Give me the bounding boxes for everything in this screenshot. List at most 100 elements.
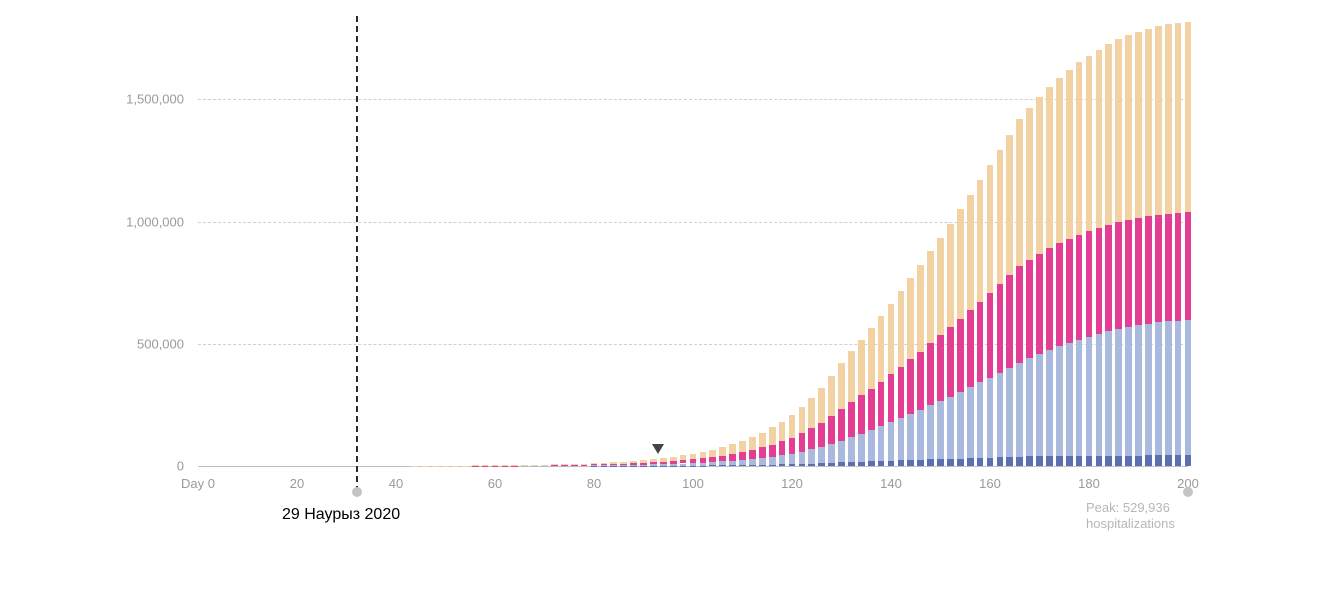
bar — [1066, 26, 1073, 466]
bar-segment-s2_pink — [1086, 231, 1093, 336]
bar-segment-s2_pink — [789, 438, 796, 454]
bar — [1026, 26, 1033, 466]
bar-segment-s3_lightblue — [1125, 327, 1132, 456]
bar-segment-s3_lightblue — [1105, 331, 1112, 455]
bar-segment-s2_pink — [927, 343, 934, 405]
bar — [917, 26, 924, 466]
bar-segment-s2_pink — [630, 463, 637, 465]
bar-segment-s1_tan — [1155, 26, 1162, 214]
bar-segment-s1_tan — [541, 465, 548, 466]
bar-segment-s2_pink — [1185, 212, 1192, 320]
bar-segment-s3_lightblue — [1096, 334, 1103, 456]
bar-segment-s1_tan — [660, 458, 667, 462]
bar — [957, 26, 964, 466]
bar — [759, 26, 766, 466]
bar-segment-s2_pink — [709, 457, 716, 462]
bar-segment-s1_tan — [700, 452, 707, 458]
bar-segment-s3_lightblue — [818, 447, 825, 463]
x-tick-label: 120 — [781, 466, 803, 491]
bar-segment-s1_tan — [1105, 44, 1112, 225]
bar-segment-s3_lightblue — [749, 459, 756, 465]
bar — [393, 26, 400, 466]
bar — [1125, 26, 1132, 466]
bar — [729, 26, 736, 466]
x-tick-label: 160 — [979, 466, 1001, 491]
bar — [1056, 26, 1063, 466]
bar-segment-s1_tan — [858, 340, 865, 395]
reference-vline-end-dot — [352, 487, 362, 497]
bar-segment-s1_tan — [898, 291, 905, 367]
bar-segment-s3_lightblue — [878, 426, 885, 461]
bar-segment-s1_tan — [1145, 29, 1152, 216]
bar-segment-s4_darkblue — [888, 461, 895, 466]
bar-segment-s4_darkblue — [917, 460, 924, 466]
bar-segment-s4_darkblue — [739, 465, 746, 466]
bar — [987, 26, 994, 466]
bar-segment-s4_darkblue — [818, 463, 825, 466]
bar-segment-s1_tan — [977, 180, 984, 301]
bar-segment-s2_pink — [868, 389, 875, 431]
bar-segment-s1_tan — [1165, 24, 1172, 213]
bar-segment-s3_lightblue — [640, 465, 647, 466]
bar-segment-s1_tan — [779, 422, 786, 442]
bar-segment-s2_pink — [1165, 214, 1172, 322]
bar-segment-s1_tan — [601, 463, 608, 464]
bar — [818, 26, 825, 466]
bar — [511, 26, 518, 466]
bar-segment-s3_lightblue — [907, 414, 914, 460]
bar-segment-s3_lightblue — [591, 465, 598, 466]
bar-segment-s4_darkblue — [1026, 456, 1033, 466]
bar — [1096, 26, 1103, 466]
bar-segment-s3_lightblue — [987, 378, 994, 458]
bar-segment-s2_pink — [551, 465, 558, 466]
bar-segment-s2_pink — [858, 395, 865, 433]
bar-segment-s4_darkblue — [937, 459, 944, 466]
bar-segment-s3_lightblue — [808, 449, 815, 463]
bar-segment-s3_lightblue — [650, 464, 657, 465]
bar — [541, 26, 548, 466]
bar-segment-s3_lightblue — [957, 392, 964, 459]
bar-segment-s1_tan — [789, 415, 796, 438]
bar-segment-s3_lightblue — [967, 387, 974, 458]
bar-segment-s4_darkblue — [898, 460, 905, 466]
bar-segment-s4_darkblue — [1086, 456, 1093, 466]
bar-segment-s2_pink — [690, 459, 697, 463]
bar-segment-s1_tan — [591, 463, 598, 464]
bar-segment-s2_pink — [680, 460, 687, 463]
bar-segment-s2_pink — [917, 352, 924, 410]
bar — [799, 26, 806, 466]
bar-segment-s4_darkblue — [1145, 455, 1152, 466]
bar — [690, 26, 697, 466]
bar-segment-s3_lightblue — [1046, 350, 1053, 456]
bar-segment-s2_pink — [759, 447, 766, 457]
bar-segment-s2_pink — [1016, 266, 1023, 362]
bar-segment-s2_pink — [601, 464, 608, 465]
bar-segment-s1_tan — [1096, 50, 1103, 228]
bar-segment-s2_pink — [987, 293, 994, 378]
bar — [769, 26, 776, 466]
bar — [937, 26, 944, 466]
bar-segment-s1_tan — [581, 464, 588, 465]
bar-segment-s3_lightblue — [670, 464, 677, 466]
bar-segment-s1_tan — [571, 464, 578, 465]
bar-segment-s1_tan — [759, 433, 766, 448]
bar — [1165, 26, 1172, 466]
bar-segment-s3_lightblue — [620, 465, 627, 466]
bar — [1086, 26, 1093, 466]
y-tick-label: 1,500,000 — [126, 92, 198, 107]
bar-segment-s2_pink — [1125, 220, 1132, 327]
bar — [967, 26, 974, 466]
bar — [1145, 26, 1152, 466]
x-tick-label: 140 — [880, 466, 902, 491]
x-tick-label: 20 — [290, 466, 304, 491]
bar-segment-s3_lightblue — [759, 458, 766, 465]
bar — [551, 26, 558, 466]
bar — [739, 26, 746, 466]
bar — [977, 26, 984, 466]
bar-segment-s1_tan — [1056, 78, 1063, 243]
bar — [601, 26, 608, 466]
chart-root: 0500,0001,000,0001,500,000Day 0204060801… — [0, 0, 1334, 593]
bar-segment-s1_tan — [828, 376, 835, 416]
bar — [1105, 26, 1112, 466]
bar — [898, 26, 905, 466]
